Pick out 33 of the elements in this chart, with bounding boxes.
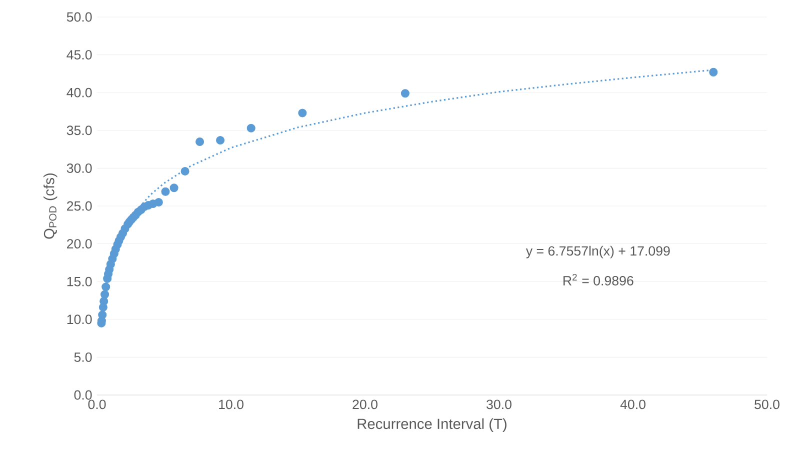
y-tick-label: 50.0 [66, 12, 92, 22]
y-tick-label: 40.0 [66, 88, 92, 98]
point [102, 282, 110, 292]
point [298, 108, 307, 118]
y-tick-label: 10.0 [67, 314, 92, 324]
y-tick-label: 30.0 [66, 163, 92, 173]
x-tick-label: 30.0 [486, 400, 512, 410]
point [709, 68, 718, 76]
y-tick-label: 20.0 [67, 239, 92, 249]
x-axis-title: Recurrence Interval (T) [358, 418, 506, 432]
point [98, 303, 108, 312]
point [180, 166, 190, 176]
point [100, 290, 110, 299]
point [170, 184, 178, 192]
y-tick-label: 25.0 [67, 201, 92, 211]
y-tick-label: 5.0 [74, 352, 92, 362]
x-tick-label: 50.0 [754, 400, 780, 410]
point [400, 89, 410, 98]
point [246, 124, 256, 132]
y-tick-label: 45.0 [66, 50, 92, 60]
point [216, 136, 225, 144]
point [161, 187, 170, 196]
annotation: R$^{2}$ = 0.9896 [564, 274, 634, 286]
y-tick-label: 15.0 [67, 276, 92, 286]
point [196, 137, 204, 146]
x-tick-label: 0.0 [88, 400, 106, 410]
y-tick-label: 0.0 [74, 390, 92, 400]
x-tick-label: 20.0 [352, 400, 378, 410]
x-tick-label: 40.0 [620, 400, 646, 410]
y-axis-title: Q$_{POD}$ (cfs) [44, 173, 58, 239]
x-tick-label: 10.0 [219, 400, 244, 410]
annotation: y = 6.7557ln(x) + 17.099 [526, 246, 670, 258]
y-tick-label: 35.0 [66, 126, 92, 136]
